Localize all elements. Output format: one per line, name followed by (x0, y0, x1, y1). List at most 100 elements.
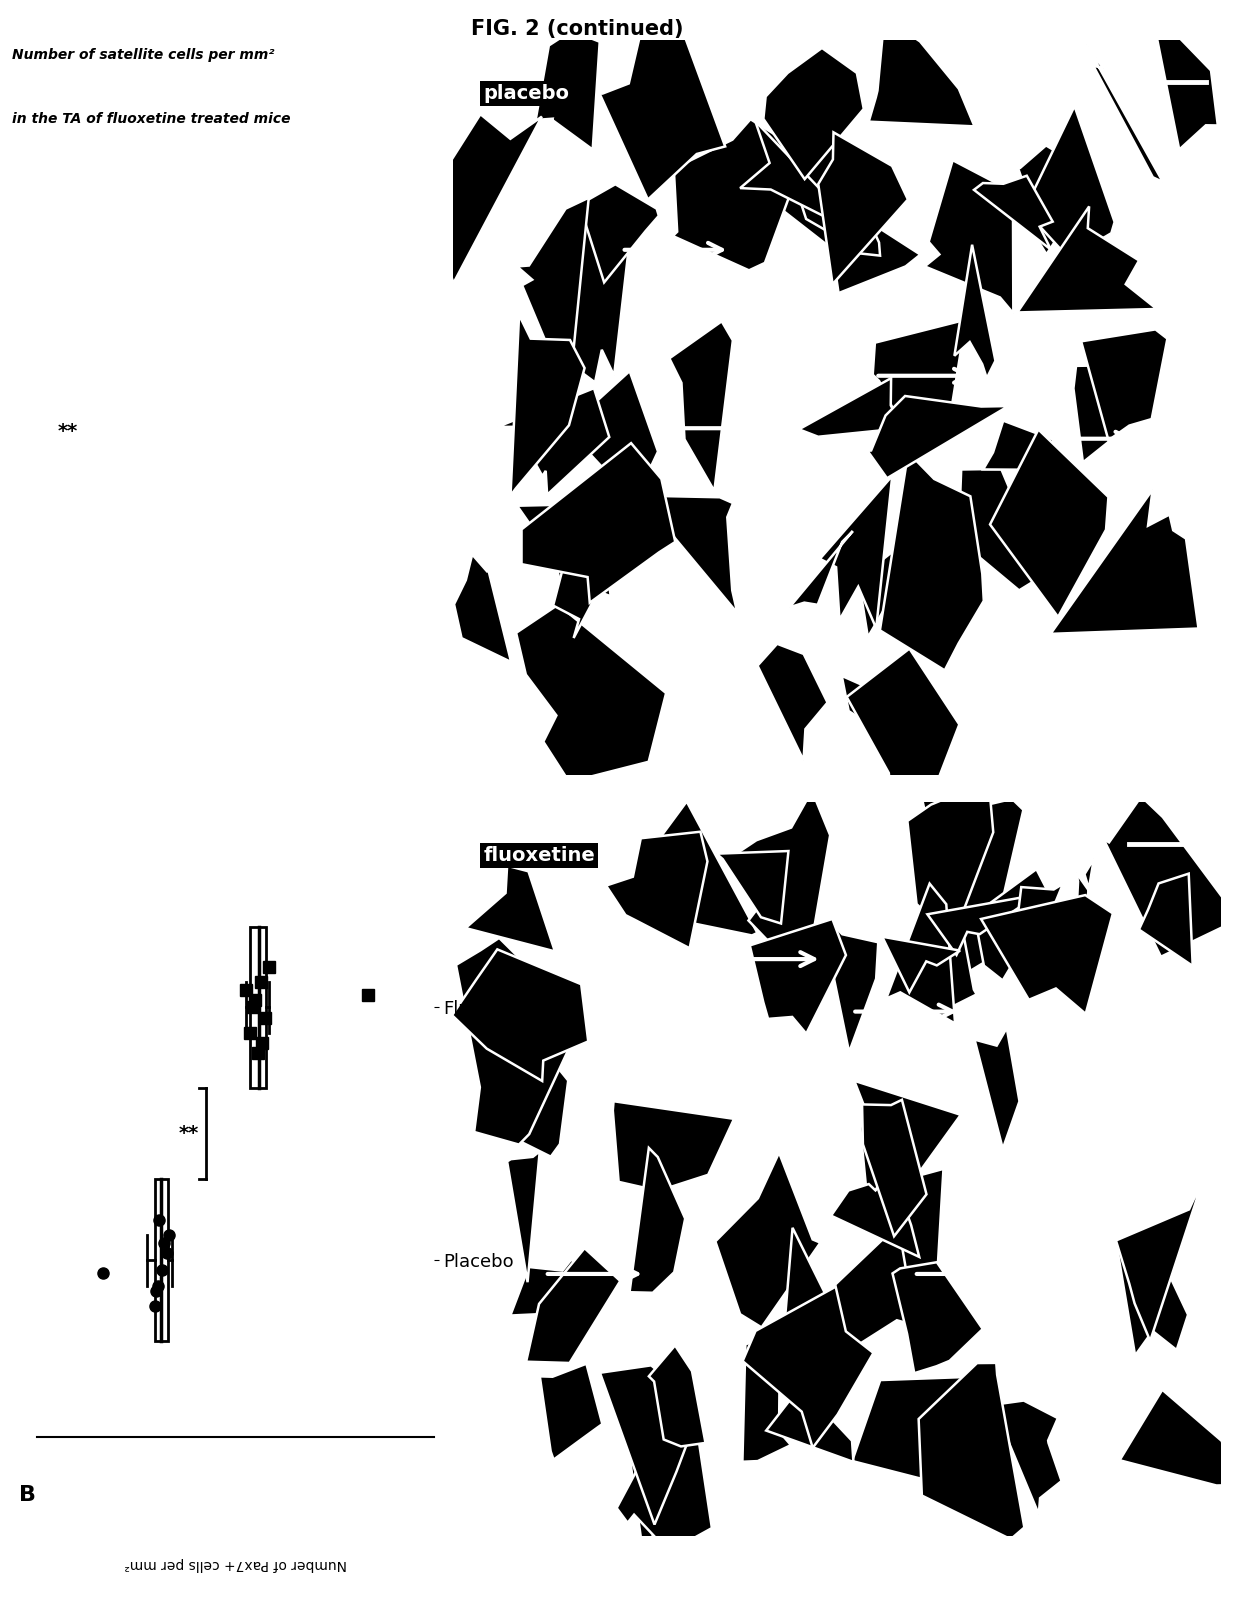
Polygon shape (842, 676, 946, 744)
Text: FIG. 2 (continued): FIG. 2 (continued) (471, 19, 683, 40)
Polygon shape (517, 198, 589, 351)
Polygon shape (893, 1262, 983, 1373)
Polygon shape (790, 532, 853, 607)
Polygon shape (539, 200, 635, 382)
Polygon shape (873, 319, 966, 423)
Polygon shape (460, 866, 556, 952)
Polygon shape (909, 921, 977, 1008)
Polygon shape (507, 1151, 539, 1282)
Polygon shape (649, 1345, 706, 1447)
Polygon shape (551, 479, 650, 597)
Polygon shape (868, 396, 1008, 478)
Polygon shape (758, 644, 827, 760)
Text: fluoxetine: fluoxetine (484, 846, 595, 864)
Polygon shape (454, 554, 511, 663)
Polygon shape (1050, 490, 1199, 634)
Text: placebo: placebo (484, 85, 569, 102)
Polygon shape (737, 791, 830, 979)
Polygon shape (775, 88, 880, 256)
Polygon shape (630, 1148, 686, 1294)
Polygon shape (928, 894, 1038, 955)
Polygon shape (818, 133, 908, 284)
Polygon shape (882, 937, 960, 992)
Polygon shape (613, 1102, 734, 1191)
Polygon shape (557, 371, 658, 501)
Polygon shape (715, 1153, 821, 1327)
Polygon shape (887, 883, 955, 1024)
Polygon shape (831, 1172, 919, 1257)
Polygon shape (766, 1399, 853, 1461)
Polygon shape (799, 378, 901, 436)
Polygon shape (959, 470, 1045, 591)
Polygon shape (637, 802, 758, 936)
Polygon shape (511, 315, 584, 495)
Polygon shape (869, 18, 975, 126)
Polygon shape (990, 430, 1109, 616)
Polygon shape (1012, 883, 1063, 977)
Polygon shape (743, 1333, 791, 1461)
Polygon shape (782, 1228, 841, 1353)
Text: C: C (467, 725, 485, 746)
Polygon shape (526, 1249, 620, 1362)
Polygon shape (717, 851, 789, 923)
Polygon shape (847, 648, 960, 800)
Polygon shape (489, 1025, 568, 1156)
Polygon shape (570, 672, 635, 749)
Polygon shape (1012, 145, 1097, 254)
Polygon shape (522, 442, 676, 602)
Polygon shape (1073, 859, 1094, 985)
Polygon shape (1120, 1389, 1234, 1485)
Polygon shape (1140, 874, 1193, 966)
Polygon shape (854, 1081, 961, 1239)
Polygon shape (511, 1258, 590, 1316)
Polygon shape (536, 30, 600, 150)
Polygon shape (1086, 45, 1163, 182)
Text: in the TA of fluoxetine treated mice: in the TA of fluoxetine treated mice (12, 112, 291, 126)
Text: **: ** (179, 1124, 198, 1143)
Bar (250, 926, 267, 1089)
Polygon shape (820, 476, 893, 628)
Polygon shape (919, 1362, 1024, 1540)
Text: Number of Pax7+ cells per mm²: Number of Pax7+ cells per mm² (124, 1557, 347, 1571)
Polygon shape (740, 121, 866, 238)
Polygon shape (955, 244, 996, 378)
Polygon shape (497, 388, 609, 495)
Polygon shape (673, 120, 805, 270)
Polygon shape (981, 894, 1112, 1014)
Polygon shape (782, 137, 848, 230)
Polygon shape (1116, 1177, 1204, 1341)
Polygon shape (880, 452, 983, 671)
Polygon shape (975, 1028, 1019, 1148)
Polygon shape (616, 1373, 712, 1570)
Polygon shape (456, 937, 582, 1145)
Polygon shape (743, 1287, 873, 1448)
Polygon shape (862, 1100, 926, 1236)
Polygon shape (920, 779, 1023, 976)
Polygon shape (963, 869, 1052, 981)
Polygon shape (925, 160, 1013, 313)
Polygon shape (1116, 1238, 1188, 1356)
Polygon shape (1081, 329, 1167, 441)
Polygon shape (789, 1225, 911, 1364)
Polygon shape (624, 1413, 668, 1554)
Polygon shape (428, 113, 542, 283)
Text: **: ** (58, 422, 78, 441)
Polygon shape (599, 6, 725, 200)
Polygon shape (517, 505, 589, 583)
Text: B: B (19, 1485, 36, 1506)
Polygon shape (973, 176, 1053, 249)
Polygon shape (993, 1401, 1061, 1514)
Polygon shape (606, 832, 708, 949)
Polygon shape (750, 918, 846, 1033)
Polygon shape (983, 420, 1055, 470)
Polygon shape (539, 1364, 603, 1460)
Polygon shape (553, 545, 615, 639)
Polygon shape (823, 925, 878, 1052)
Text: Number of satellite cells per mm²: Number of satellite cells per mm² (12, 48, 275, 62)
Polygon shape (600, 1365, 693, 1525)
Polygon shape (764, 48, 864, 179)
Polygon shape (670, 321, 733, 490)
Polygon shape (1104, 797, 1239, 957)
Polygon shape (858, 522, 926, 637)
Polygon shape (1017, 206, 1157, 313)
